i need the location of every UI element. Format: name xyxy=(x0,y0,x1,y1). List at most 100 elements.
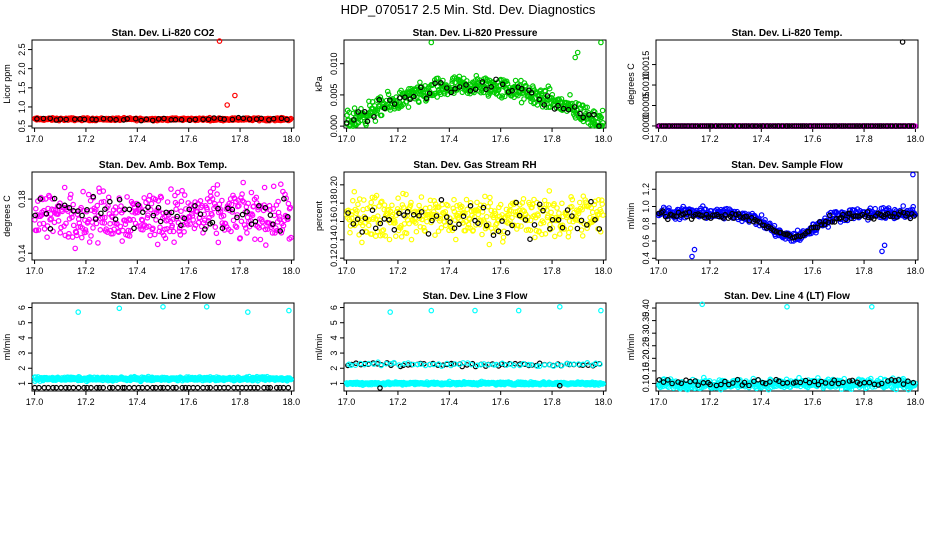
panel-4-point-secondary xyxy=(61,202,68,209)
panel-3-point-secondary xyxy=(833,123,840,129)
panel-4-point-main xyxy=(70,201,77,208)
panel-8-point-outlier xyxy=(556,303,563,310)
panel-4-point-secondary xyxy=(107,198,113,205)
panel-7-point-outlier xyxy=(160,303,166,310)
panel-4-point-main xyxy=(185,222,191,228)
panel-8-point-outlier xyxy=(387,309,394,315)
panel-5-point-main xyxy=(509,214,515,221)
panel-4-point-main xyxy=(118,203,124,209)
panel-4-point-main xyxy=(238,218,245,225)
panel-4-point-main xyxy=(157,224,163,231)
panel-4-plot-frame xyxy=(31,171,295,261)
panel-4-point-main xyxy=(80,188,86,195)
panel-5-point-main xyxy=(351,188,358,195)
panel-4-point-main xyxy=(196,214,203,221)
panel-5-point-main xyxy=(376,217,383,224)
panel-4-point-main xyxy=(219,220,226,226)
panel-4-point-main xyxy=(67,195,73,201)
panel-4-point-main xyxy=(153,217,159,223)
panel-9-xtick-label: 18.0 xyxy=(907,397,925,407)
panel-5-point-main xyxy=(467,200,474,206)
panel-4-point-main xyxy=(31,217,38,223)
panel-2-point-secondary xyxy=(536,96,543,103)
panel-4-point-main xyxy=(135,223,141,229)
panel-3-xtick-label: 17.0 xyxy=(650,134,668,144)
panel-9-ylabel: ml/min xyxy=(626,334,636,361)
panel-8-xtick-label: 17.8 xyxy=(543,397,561,407)
panel-3-point-secondary xyxy=(752,123,758,129)
panel-3-point-secondary xyxy=(754,123,760,129)
panel-2-title: Stan. Dev. Li-820 Pressure xyxy=(413,28,538,39)
panel-6-ytick-label: 0.6 xyxy=(641,235,651,248)
panel-1-point-secondary xyxy=(246,116,253,122)
panel-4-point-main xyxy=(41,226,48,232)
panel-4-point-main xyxy=(55,218,62,224)
panel-4-point-main xyxy=(229,209,236,215)
panel-5-point-main xyxy=(497,201,504,208)
panel-4-point-main xyxy=(158,194,165,201)
panel-5-point-main xyxy=(488,207,495,214)
panel-2-point-secondary xyxy=(371,114,377,120)
panel-2-point-main xyxy=(501,93,508,100)
panel-2-point-secondary xyxy=(509,87,515,94)
panel-4-point-main xyxy=(176,225,183,231)
panel-2-point-secondary xyxy=(402,94,408,101)
panel-2-point-main xyxy=(521,96,527,102)
panel-5-point-main xyxy=(380,227,387,233)
panel-4-title: Stan. Dev. Amb. Box Temp. xyxy=(99,160,227,171)
panel-4-point-main xyxy=(86,239,93,245)
panel-3-point-secondary xyxy=(797,123,804,129)
panel-4-point-main xyxy=(174,201,181,208)
panel-4-point-main xyxy=(222,220,229,227)
panel-4-point-secondary xyxy=(178,222,184,229)
panel-6-title: Stan. Dev. Sample Flow xyxy=(731,160,843,171)
panel-4: Stan. Dev. Amb. Box Temp.17.0 17.2 17.4 17.… xyxy=(2,160,300,276)
panel-5-point-main xyxy=(576,199,583,206)
panel-2-point-main xyxy=(434,94,441,100)
panel-4-point-main xyxy=(173,206,179,213)
panel-5-point-main xyxy=(444,202,451,209)
panel-5-point-main xyxy=(569,196,576,203)
panel-4-point-main xyxy=(220,212,227,219)
panel-1-points xyxy=(31,38,294,124)
panel-3-point-secondary xyxy=(705,123,712,129)
panel-3-points xyxy=(655,39,918,129)
panel-4-point-main xyxy=(259,219,266,225)
panel-6-ytick-label: 0.8 xyxy=(641,218,651,231)
panel-1-xtick-label: 17.4 xyxy=(129,134,147,144)
panel-2-point-main xyxy=(542,88,549,95)
panel-2-point-secondary xyxy=(518,85,525,92)
panel-4-xtick-label: 17.0 xyxy=(26,266,44,276)
panel-5-point-main xyxy=(378,199,384,206)
panel-4-xtick-label: 18.0 xyxy=(283,266,301,276)
panel-5-point-main xyxy=(518,223,524,229)
panel-4-point-main xyxy=(178,208,184,215)
panel-3-point-secondary xyxy=(739,123,746,129)
panel-9-ytick-label: 0.40 xyxy=(641,299,651,317)
panel-2-point-main xyxy=(456,73,463,80)
panel-5-point-main xyxy=(566,218,573,224)
panel-7-title: Stan. Dev. Line 2 Flow xyxy=(111,291,216,302)
panel-4-point-secondary xyxy=(145,204,151,211)
panel-2-points xyxy=(343,39,606,129)
panel-4-point-main xyxy=(117,223,124,230)
panel-1-point-secondary xyxy=(278,115,285,122)
panel-4-point-main xyxy=(73,229,80,236)
panel-4-point-main xyxy=(206,215,212,221)
panel-4-point-main xyxy=(57,200,63,207)
panel-1-ytick-label: 2.0 xyxy=(17,62,27,75)
panel-5-ylabel: percent xyxy=(314,200,324,231)
panel-4-point-main xyxy=(169,222,176,229)
panel-2-point-secondary xyxy=(528,90,535,96)
panel-4-point-main xyxy=(241,222,248,228)
panel-8-points xyxy=(343,303,607,391)
panel-4-point-main xyxy=(107,220,113,227)
panel-4-point-secondary xyxy=(98,210,104,217)
panel-5-point-main xyxy=(382,233,389,239)
panel-1-point-secondary xyxy=(81,116,88,123)
panel-4-point-main xyxy=(130,216,137,223)
panel-4-point-main xyxy=(170,228,177,235)
panel-4-point-main xyxy=(147,232,154,239)
panel-2-point-secondary xyxy=(580,114,587,121)
